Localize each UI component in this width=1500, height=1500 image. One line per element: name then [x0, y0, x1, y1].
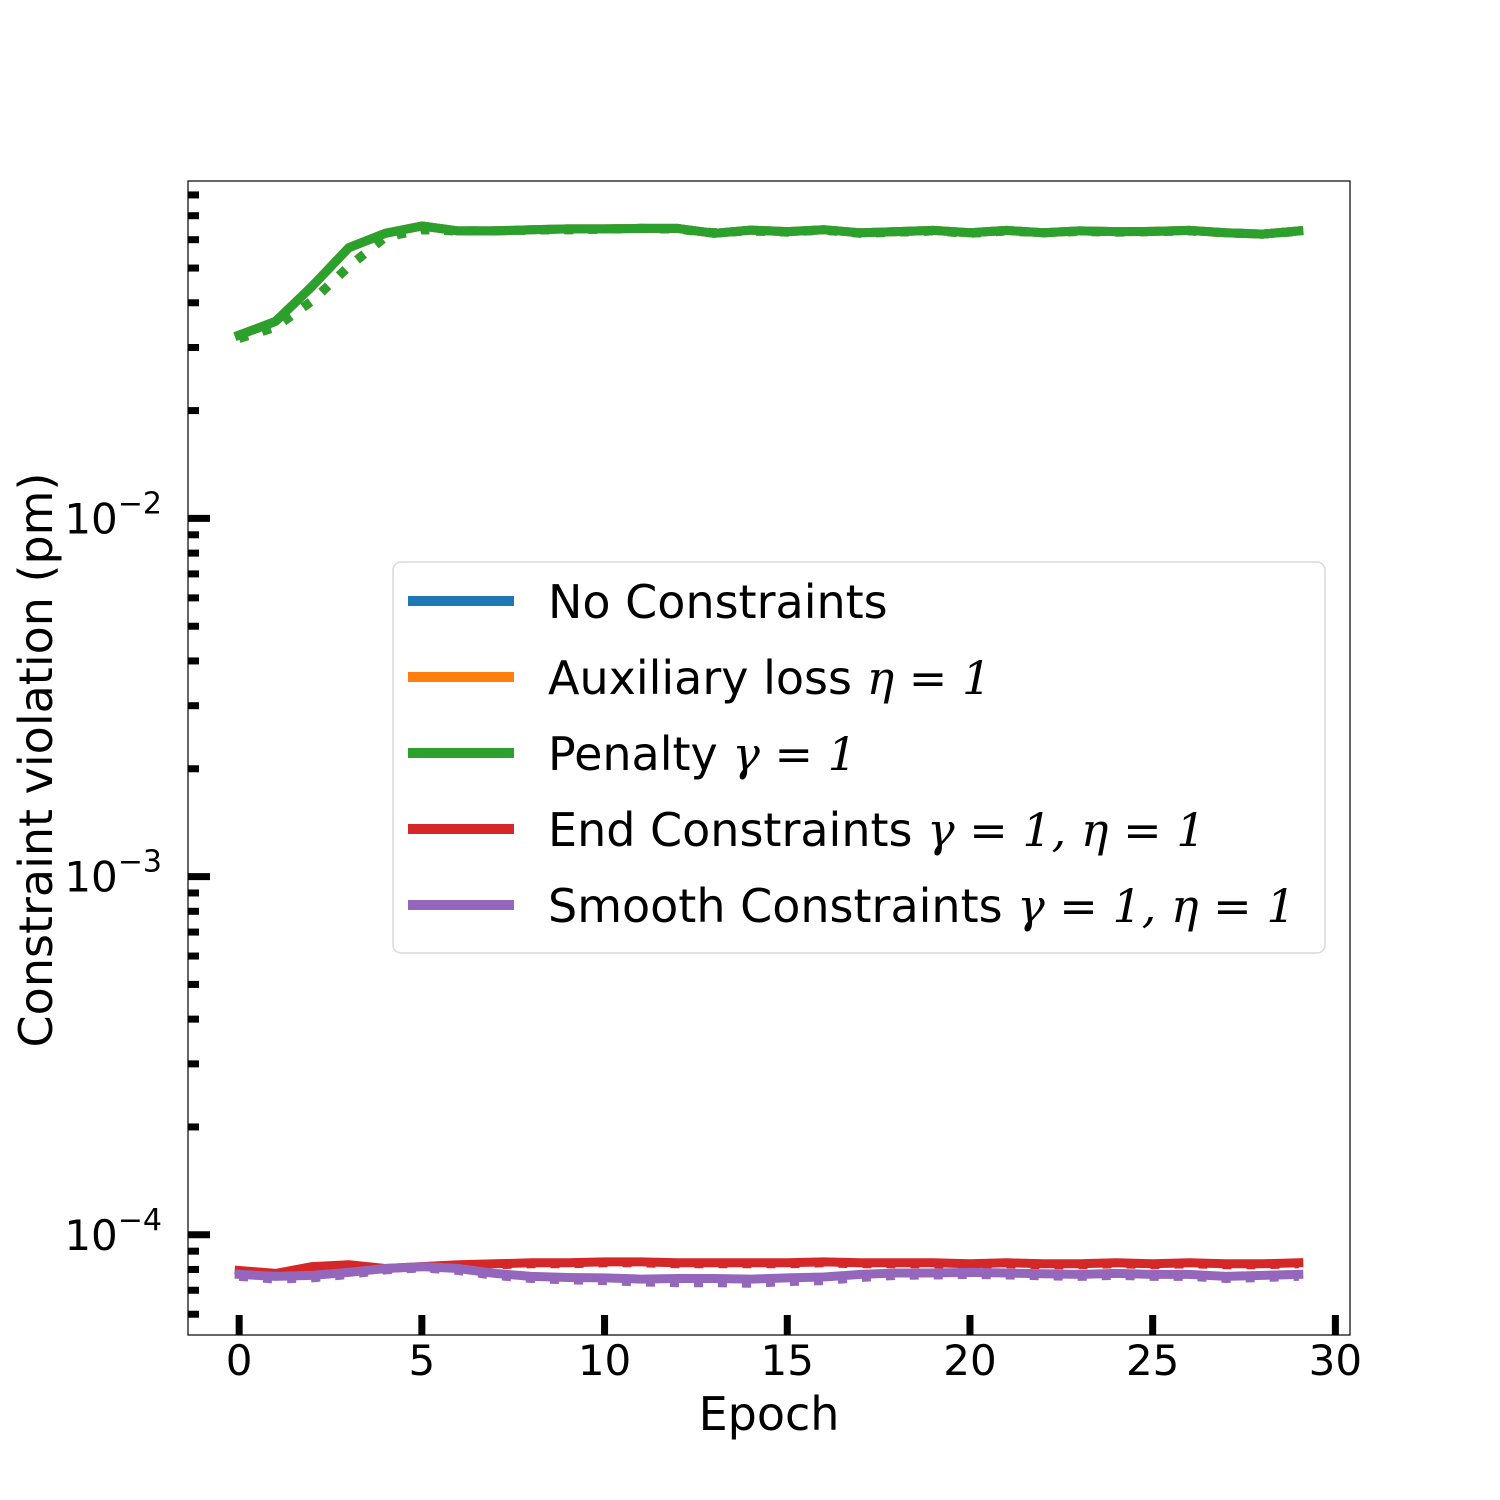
x-tick-label: 15 — [761, 1336, 814, 1385]
x-tick-label: 25 — [1126, 1336, 1179, 1385]
x-axis: 0 5 10 15 20 25 30 — [226, 1315, 1362, 1385]
legend-label: Auxiliary loss η = 1 — [548, 651, 991, 705]
x-tick-label: 5 — [408, 1336, 435, 1385]
legend-label: Penalty γ = 1 — [548, 727, 857, 781]
series-line-9 — [238, 1263, 1299, 1288]
legend-entry: Auxiliary loss η = 1 — [408, 651, 991, 705]
series-line-4 — [233, 221, 1304, 341]
y-tick-label: 10−3 — [64, 845, 162, 902]
y-axis-title: Constraint violation (pm) — [9, 473, 63, 1048]
legend-label: No Constraints — [548, 575, 888, 629]
x-tick-label: 30 — [1309, 1336, 1362, 1385]
legend-entry: Smooth Constraints γ = 1, η = 1 — [408, 879, 1296, 933]
y-tick-label: 10−4 — [64, 1203, 162, 1260]
y-axis: 10−2 10−3 10−4 — [64, 191, 210, 1318]
series-line-5 — [237, 223, 1300, 343]
series-layer — [233, 221, 1304, 1288]
legend: No Constraints Auxiliary loss η = 1 Penalt… — [392, 561, 1326, 954]
y-tick-label: 10−2 — [64, 486, 162, 543]
series-line-3 — [237, 223, 1300, 343]
series-line-0 — [233, 221, 1304, 341]
x-tick-label: 0 — [226, 1336, 253, 1385]
plot-frame — [187, 180, 1351, 1336]
legend-entry: Penalty γ = 1 — [408, 727, 857, 781]
series-line-7 — [238, 1258, 1299, 1278]
series-line-1 — [237, 223, 1300, 343]
legend-label: Smooth Constraints γ = 1, η = 1 — [548, 879, 1296, 933]
x-tick-label: 10 — [578, 1336, 631, 1385]
x-axis-title: Epoch — [699, 1387, 840, 1441]
legend-box — [392, 561, 1326, 954]
x-tick-label: 20 — [943, 1336, 996, 1385]
legend-entry: No Constraints — [408, 575, 888, 629]
legend-label: End Constraints γ = 1, η = 1 — [548, 803, 1206, 857]
legend-entry: End Constraints γ = 1, η = 1 — [408, 803, 1206, 857]
series-line-2 — [233, 221, 1304, 341]
series-line-8 — [234, 1262, 1304, 1284]
